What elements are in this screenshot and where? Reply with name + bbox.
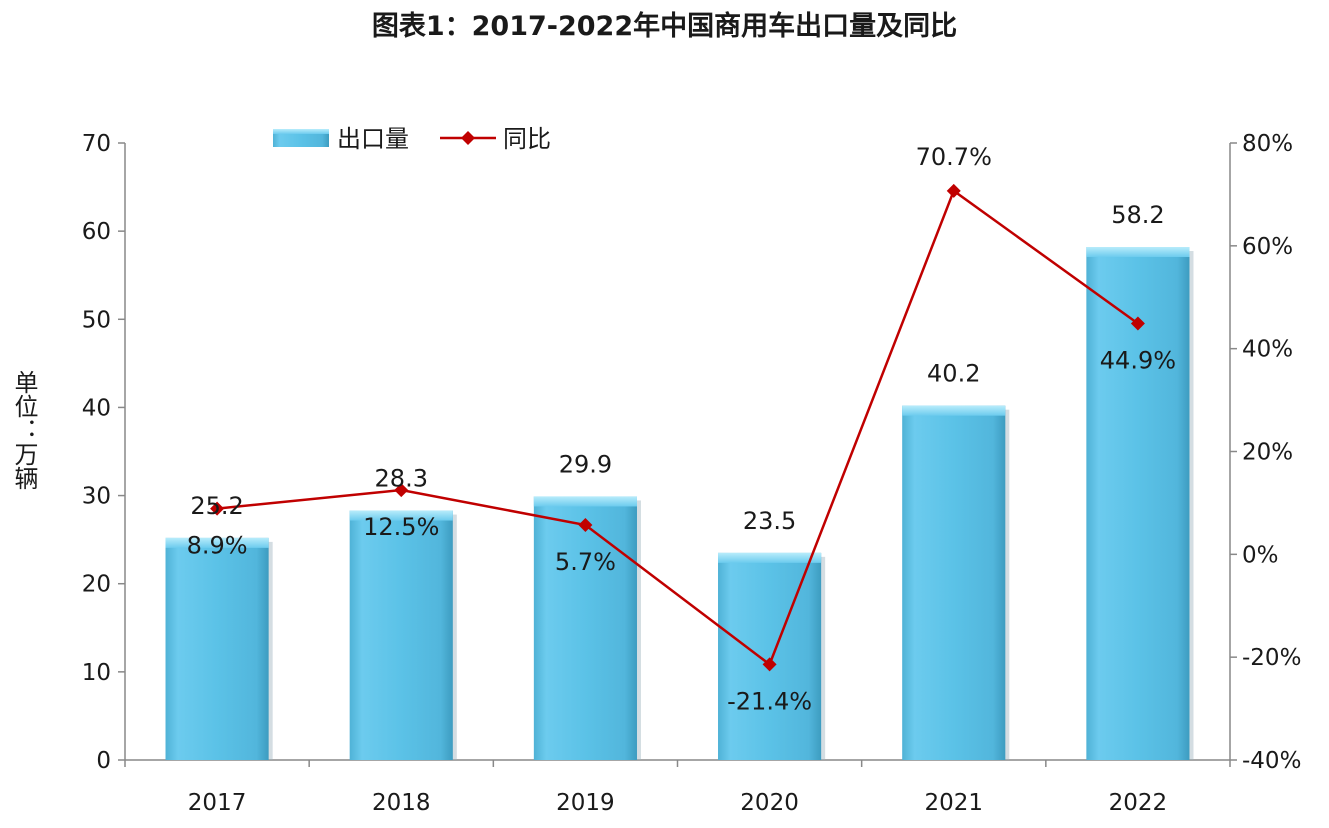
yoy-marker bbox=[578, 518, 593, 533]
y-axis-label: 单位：万辆 bbox=[10, 370, 38, 490]
yoy-marker bbox=[210, 501, 225, 516]
bar-body bbox=[902, 405, 1006, 760]
x-tick-label: 2019 bbox=[556, 790, 615, 816]
legend-bar-label: 出口量 bbox=[337, 125, 409, 153]
bar-top bbox=[718, 552, 822, 563]
bar-value-label: 23.5 bbox=[743, 507, 796, 535]
right-tick-label: -20% bbox=[1242, 645, 1301, 671]
bar-top bbox=[349, 510, 453, 521]
bar bbox=[718, 552, 826, 760]
left-tick-label: 50 bbox=[82, 307, 111, 333]
yoy-value-label: 70.7% bbox=[916, 143, 992, 171]
labels-group: 25.2 28.3 29.9 23.5 40.2 58.2 8.9% 12.5% 5.7% -21… bbox=[187, 143, 1176, 716]
bar bbox=[165, 537, 273, 760]
legend-item-bar: 出口量 bbox=[273, 125, 409, 153]
bar-top bbox=[533, 496, 637, 507]
legend: 出口量 同比 bbox=[273, 125, 551, 153]
bar bbox=[533, 496, 641, 760]
legend-item-line: 同比 bbox=[440, 125, 551, 153]
bar-value-label: 40.2 bbox=[927, 360, 980, 388]
x-tick-label: 2017 bbox=[188, 790, 247, 816]
axes-group: 0 10 20 30 40 50 60 70 -40% -20% 0% 20% 40% 60% 80% 201… bbox=[82, 131, 1302, 816]
x-tick-label: 2018 bbox=[372, 790, 431, 816]
x-tick-label: 2022 bbox=[1109, 790, 1168, 816]
bars-group bbox=[165, 247, 1194, 761]
bar-body bbox=[165, 537, 269, 760]
left-tick-label: 40 bbox=[82, 395, 111, 421]
yoy-marker bbox=[762, 657, 777, 672]
bar-body bbox=[718, 552, 822, 760]
bar-top bbox=[1086, 247, 1190, 258]
left-tick-label: 30 bbox=[82, 484, 111, 510]
bar-body bbox=[533, 496, 637, 760]
yoy-value-label: 44.9% bbox=[1100, 346, 1176, 374]
bar-value-label: 58.2 bbox=[1111, 201, 1164, 229]
yoy-marker bbox=[946, 183, 961, 198]
yoy-value-label: 5.7% bbox=[555, 548, 616, 576]
left-tick-label: 0 bbox=[96, 748, 111, 774]
yoy-value-label: 12.5% bbox=[363, 513, 439, 541]
right-tick-label: 40% bbox=[1242, 337, 1293, 363]
right-tick-label: 0% bbox=[1242, 542, 1279, 568]
legend-line-label: 同比 bbox=[503, 125, 551, 153]
yoy-line bbox=[216, 188, 1139, 667]
bar-top bbox=[902, 405, 1006, 416]
right-tick-label: 20% bbox=[1242, 440, 1293, 466]
x-tick-label: 2021 bbox=[924, 790, 983, 816]
bar-value-label: 28.3 bbox=[375, 465, 428, 493]
bar bbox=[1086, 247, 1194, 761]
bar-body bbox=[1086, 247, 1190, 761]
right-tick-label: -40% bbox=[1242, 748, 1301, 774]
left-tick-label: 10 bbox=[82, 660, 111, 686]
legend-bar-swatch-top bbox=[273, 129, 329, 134]
x-tick-label: 2020 bbox=[740, 790, 799, 816]
left-tick-label: 60 bbox=[82, 219, 111, 245]
bar bbox=[902, 405, 1010, 760]
line-group bbox=[210, 183, 1145, 672]
bar-value-label: 25.2 bbox=[190, 492, 243, 520]
chart-title: 图表1：2017-2022年中国商用车出口量及同比 bbox=[371, 11, 958, 42]
right-tick-label: 60% bbox=[1242, 234, 1293, 260]
right-tick-label: 80% bbox=[1242, 131, 1293, 157]
legend-line-marker bbox=[461, 131, 475, 145]
left-tick-label: 70 bbox=[82, 131, 111, 157]
bar-body bbox=[349, 510, 453, 760]
yoy-value-label: -21.4% bbox=[727, 687, 812, 715]
left-tick-label: 20 bbox=[82, 572, 111, 598]
bar-top bbox=[165, 537, 269, 548]
yoy-marker bbox=[394, 483, 409, 498]
yoy-marker bbox=[1130, 316, 1145, 331]
yoy-value-label: 8.9% bbox=[187, 532, 248, 560]
bar-value-label: 29.9 bbox=[559, 450, 612, 478]
bar bbox=[349, 510, 457, 760]
